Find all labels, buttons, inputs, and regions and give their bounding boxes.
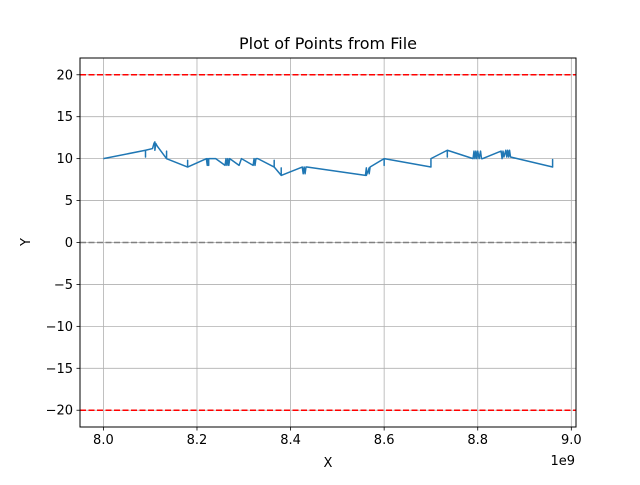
series-line [103,141,554,177]
x-tick-label: 9.0 [561,433,582,448]
x-tick-label: 8.2 [187,433,208,448]
chart-title: Plot of Points from File [239,34,417,53]
y-tick-label: 0 [65,236,73,251]
y-tick-label: 5 [65,194,73,209]
y-tick-label: 20 [56,68,73,83]
y-tick-label: 10 [56,152,73,167]
x-offset-label: 1e9 [550,454,575,469]
reference-lines [80,74,576,411]
y-tick-label: 15 [56,110,73,125]
y-axis-label: Y [19,238,34,247]
y-tick-label: −15 [46,362,73,377]
x-axis-label: X [324,456,333,471]
y-tick-label: −5 [54,278,73,293]
x-tick-label: 8.4 [280,433,301,448]
series-layer [103,141,554,177]
x-axis-ticks: 8.0 8.2 8.4 8.6 8.8 9.0 [93,427,582,448]
grid [80,58,576,427]
y-tick-label: −10 [46,320,73,335]
x-tick-label: 8.8 [467,433,488,448]
x-tick-label: 8.0 [93,433,114,448]
y-axis-ticks: −20 −15 −10 −5 0 5 10 15 20 [46,68,80,419]
x-tick-label: 8.6 [374,433,395,448]
y-tick-label: −20 [46,404,73,419]
